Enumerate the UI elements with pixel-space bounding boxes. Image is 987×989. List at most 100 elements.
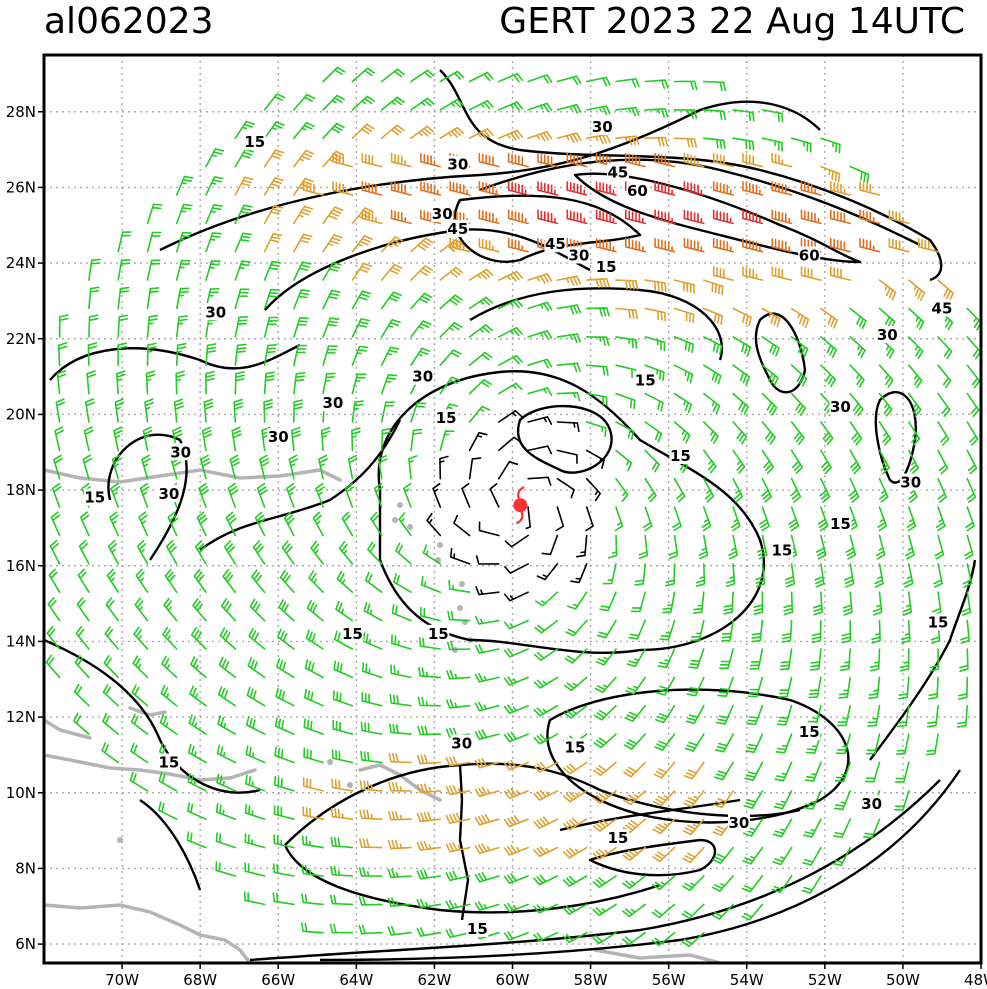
wind-barb (615, 279, 639, 290)
wind-barb (834, 761, 851, 783)
wind-barb (878, 421, 892, 446)
contour-label: 30 (268, 428, 289, 446)
lon-tick-label: 54W (730, 971, 764, 989)
wind-barb (277, 628, 295, 650)
wind-barb (468, 351, 493, 366)
wind-barb (380, 263, 403, 281)
wind-barb (966, 307, 981, 331)
wind-barb (556, 304, 582, 315)
wind-barb (351, 318, 371, 338)
wind-barb (387, 926, 412, 936)
wind-barb (416, 898, 442, 909)
wind-barb (53, 454, 63, 480)
wind-barb (621, 931, 646, 946)
wind-barb (566, 152, 588, 168)
wind-barb (380, 401, 395, 423)
wind-barb (188, 714, 207, 735)
wind-barb (173, 398, 184, 423)
wind-barb (732, 392, 749, 415)
wind-barb (187, 773, 207, 792)
wind-barb (803, 818, 822, 838)
wind-barb (498, 354, 523, 366)
wind-barb (498, 101, 523, 111)
wind-barb (334, 630, 354, 650)
wind-barb (525, 506, 531, 530)
wind-barb (742, 209, 764, 225)
wind-barb (732, 137, 755, 151)
wind-barb (788, 506, 800, 532)
wind-barb (585, 364, 609, 376)
wind-barb (175, 231, 192, 253)
wind-barb (361, 152, 383, 168)
wind-barb (747, 676, 764, 698)
wind-barb (446, 699, 471, 709)
wind-barb (322, 150, 345, 168)
wind-barb (144, 398, 154, 423)
wind-barb (556, 477, 575, 499)
wind-barb (732, 449, 746, 474)
wind-barb (504, 931, 529, 941)
lat-tick-label: 12N (6, 708, 36, 726)
contour-label: 30 (900, 474, 921, 492)
contour-label-bg (567, 246, 590, 264)
contour-label-bg (544, 235, 567, 253)
wind-barb (410, 320, 432, 338)
wind-barb (293, 344, 308, 366)
wind-barb (293, 261, 312, 281)
wind-barb (408, 455, 418, 480)
wind-barb (761, 421, 776, 445)
wind-barb (562, 875, 588, 887)
wind-barb (817, 506, 829, 532)
wind-barb (683, 761, 705, 780)
wind-barb (146, 203, 163, 225)
wind-barb (389, 694, 412, 707)
wind-barb (761, 449, 775, 474)
wind-barb (175, 203, 193, 225)
wind-barb (474, 901, 500, 911)
wind-barb (683, 790, 705, 808)
wind-barb (351, 345, 369, 366)
wind-barb (234, 343, 247, 366)
wind-barb (771, 152, 793, 168)
wind-barb (102, 684, 119, 707)
wind-barb (874, 563, 884, 588)
wind-barb (246, 716, 266, 735)
contour-label: 60 (627, 182, 648, 200)
wind-barb (820, 307, 838, 329)
wind-barb (592, 903, 617, 917)
wind-barb (533, 648, 559, 661)
wind-barb (249, 598, 266, 622)
wind-barb (73, 712, 90, 735)
wind-barb (387, 839, 412, 850)
wind-barb (732, 307, 752, 327)
wind-barb (274, 775, 295, 792)
contour-label-bg (341, 624, 364, 642)
wind-barb (819, 477, 831, 503)
contour-label-bg (727, 814, 750, 832)
wind-barb (926, 704, 939, 728)
wind-barb (446, 669, 471, 680)
wind-barb (652, 818, 676, 835)
wind-barb (775, 733, 793, 754)
wind-barb (686, 676, 705, 697)
wind-barb (761, 364, 779, 387)
lat-tick-label: 18N (6, 481, 36, 499)
wind-barb (555, 506, 565, 532)
wind-barb (644, 108, 669, 118)
wind-barb (595, 648, 617, 666)
wind-barb (712, 818, 734, 837)
lat-tick-label: 22N (6, 330, 36, 348)
wind-barb (362, 632, 383, 650)
wind-barb (778, 676, 793, 698)
wind-barb (790, 392, 807, 416)
wind-barb (865, 733, 881, 755)
wind-barb (403, 482, 412, 508)
contour-line (199, 419, 402, 551)
wind-barb (263, 232, 283, 253)
wind-barb (665, 563, 676, 587)
wind-barb (714, 761, 734, 781)
wind-barb (820, 137, 841, 154)
wind-barb (439, 455, 449, 480)
wind-barb (897, 704, 910, 728)
